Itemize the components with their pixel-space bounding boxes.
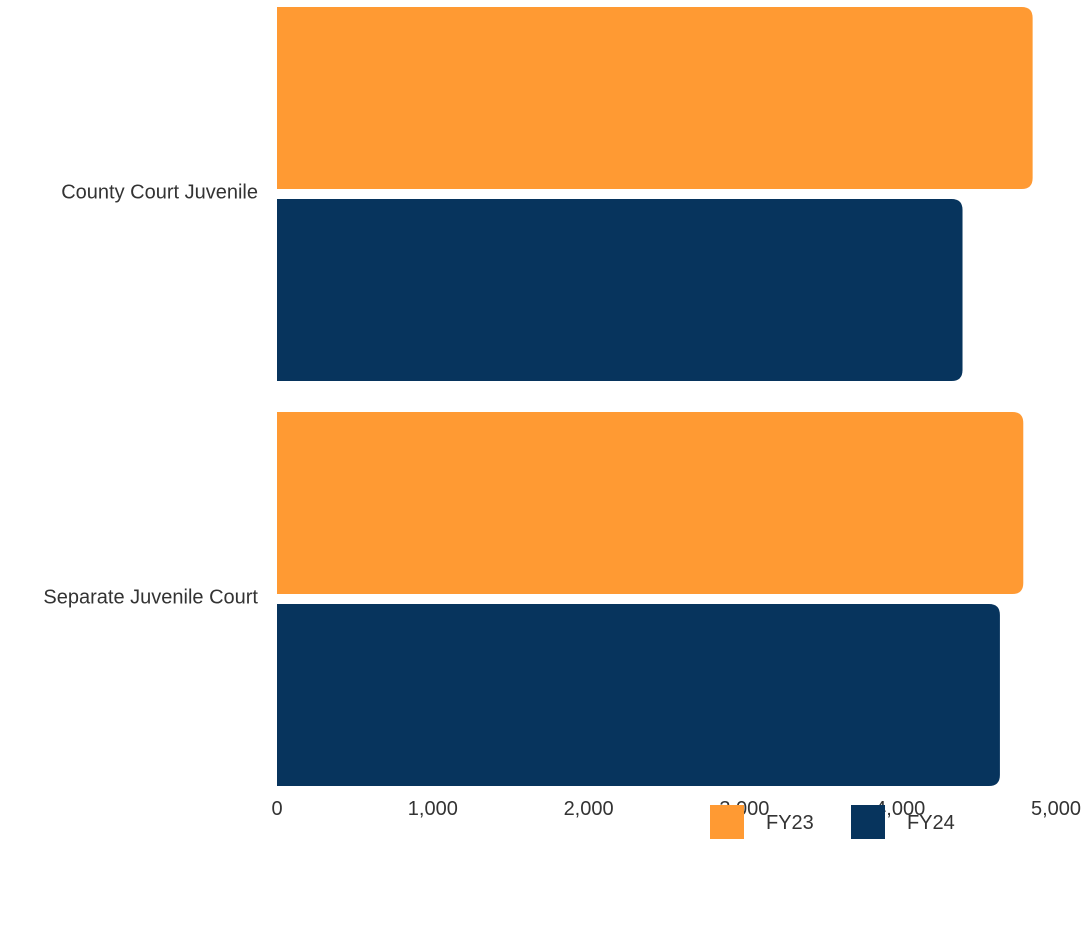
bar-fy23-0 bbox=[277, 7, 1033, 189]
category-label: Separate Juvenile Court bbox=[43, 586, 258, 608]
x-tick-label: 2,000 bbox=[564, 798, 614, 820]
legend-swatch-fy24 bbox=[851, 805, 885, 839]
bars-group bbox=[277, 7, 1033, 786]
legend-label-fy23: FY23 bbox=[766, 812, 814, 834]
x-tick-label: 1,000 bbox=[408, 798, 458, 820]
legend: FY23 FY24 bbox=[710, 805, 955, 839]
category-label: County Court Juvenile bbox=[61, 181, 258, 203]
bar-fy24-0 bbox=[277, 199, 963, 381]
legend-label-fy24: FY24 bbox=[907, 812, 955, 834]
legend-swatch-fy23 bbox=[710, 805, 744, 839]
bar-fy24-1 bbox=[277, 604, 1000, 786]
bar-fy23-1 bbox=[277, 412, 1024, 594]
x-tick-label: 5,000 bbox=[1031, 798, 1081, 820]
x-axis-ticks: 0 1,000 2,000 3,000 4,000 5,000 bbox=[271, 798, 1081, 820]
x-tick-label: 4,000 bbox=[875, 798, 925, 820]
category-labels: County Court Juvenile Separate Juvenile C… bbox=[43, 181, 258, 608]
x-tick-label: 0 bbox=[271, 798, 282, 820]
